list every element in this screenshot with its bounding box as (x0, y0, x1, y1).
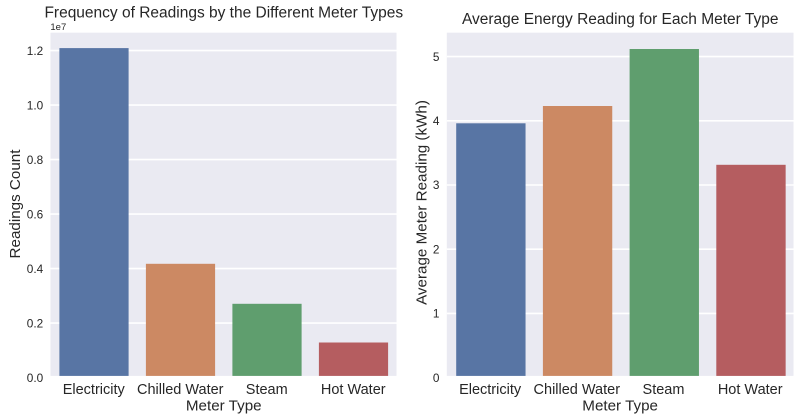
svg-text:4: 4 (433, 114, 440, 128)
svg-text:0: 0 (433, 371, 440, 385)
svg-text:Electricity: Electricity (459, 382, 522, 398)
svg-text:0.0: 0.0 (27, 371, 44, 385)
svg-text:0.8: 0.8 (27, 153, 44, 167)
svg-text:Chilled Water: Chilled Water (534, 382, 621, 398)
svg-text:Frequency of Readings by the D: Frequency of Readings by the Different M… (44, 5, 403, 22)
svg-text:0.6: 0.6 (27, 207, 44, 221)
svg-text:1: 1 (433, 307, 440, 321)
svg-text:1.2: 1.2 (27, 44, 43, 58)
svg-text:1.0: 1.0 (27, 98, 44, 112)
svg-text:Steam: Steam (643, 382, 685, 398)
svg-text:Average Energy Reading for Eac: Average Energy Reading for Each Meter Ty… (462, 11, 779, 28)
svg-text:Hot Water: Hot Water (718, 382, 783, 398)
svg-text:Electricity: Electricity (63, 382, 126, 398)
svg-text:0.2: 0.2 (27, 316, 43, 330)
svg-text:Chilled Water: Chilled Water (137, 382, 224, 398)
svg-text:Hot Water: Hot Water (321, 382, 386, 398)
svg-text:1e7: 1e7 (50, 22, 66, 33)
svg-text:5: 5 (433, 50, 440, 64)
svg-text:Average Meter Reading (kWh): Average Meter Reading (kWh) (414, 100, 431, 305)
svg-text:2: 2 (433, 242, 440, 256)
svg-text:Meter Type: Meter Type (186, 397, 262, 414)
svg-text:Steam: Steam (246, 382, 288, 398)
svg-text:0.4: 0.4 (27, 262, 44, 276)
svg-text:Readings Count: Readings Count (7, 149, 24, 259)
svg-text:Meter Type: Meter Type (582, 397, 658, 414)
svg-text:3: 3 (433, 178, 440, 192)
